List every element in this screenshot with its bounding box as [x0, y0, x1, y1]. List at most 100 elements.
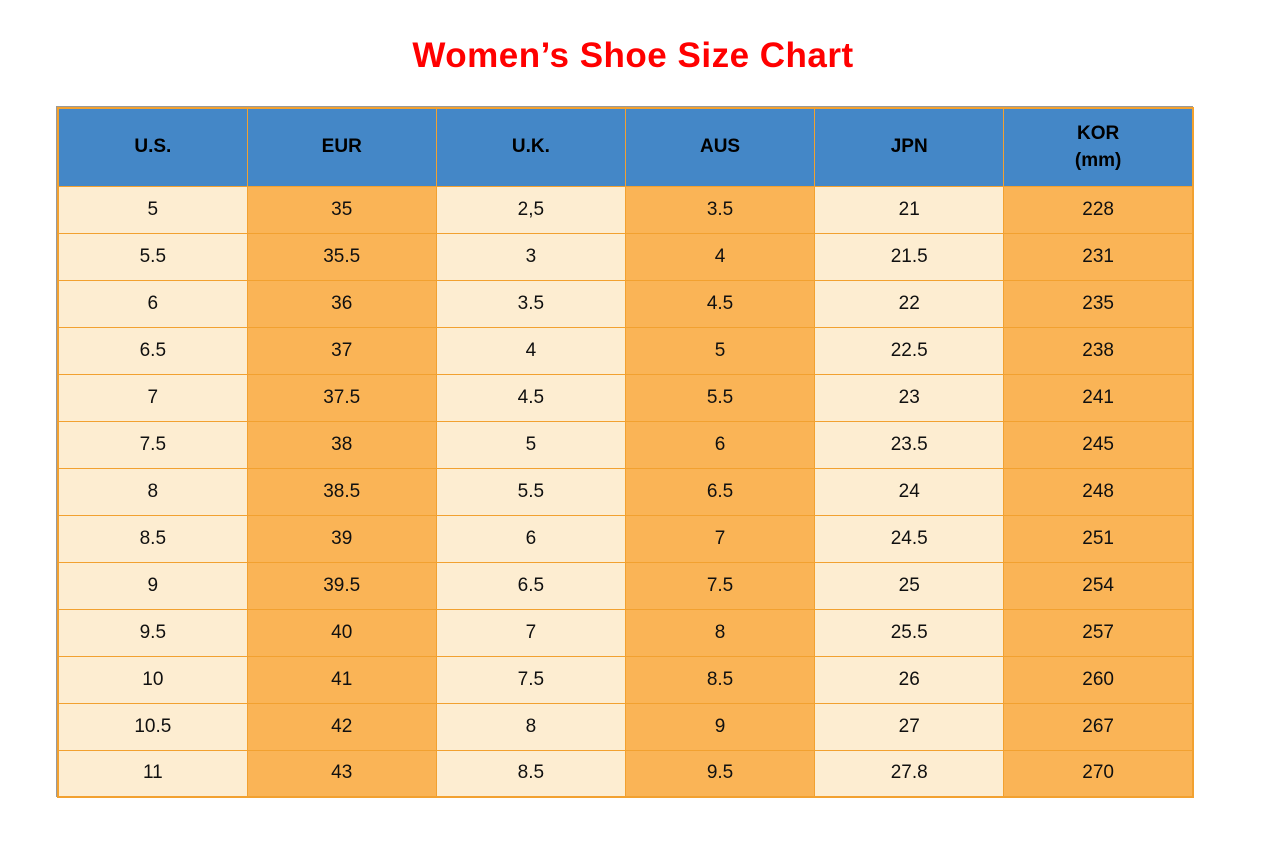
table-row: 8 38.5 5.5 6.5 24 248 [57, 467, 1194, 516]
size-chart-table: U.S. EUR U.K. AUS JPN KOR (mm) 5 35 2,5 3.5 21 228 5… [57, 107, 1194, 798]
table-cell: 10 [57, 655, 248, 704]
table-cell: 6 [624, 420, 816, 469]
table-cell: 9 [57, 561, 248, 610]
table-row: 5 35 2,5 3.5 21 228 [57, 185, 1194, 234]
table-cell: 5 [57, 185, 248, 234]
size-chart-container: U.S. EUR U.K. AUS JPN KOR (mm) 5 35 2,5 3.5 21 228 5… [57, 107, 1194, 798]
column-header-us: U.S. [57, 107, 248, 187]
table-cell: 10.5 [57, 702, 248, 751]
table-row: 9 39.5 6.5 7.5 25 254 [57, 561, 1194, 610]
column-header-label: KOR [1077, 122, 1120, 144]
table-cell: 39.5 [246, 561, 437, 610]
table-cell: 228 [1003, 185, 1194, 234]
table-cell: 35.5 [246, 232, 437, 281]
table-header-row: U.S. EUR U.K. AUS JPN KOR (mm) [57, 107, 1194, 187]
table-cell: 39 [246, 514, 437, 563]
table-cell: 37 [246, 326, 437, 375]
column-header-jpn: JPN [814, 107, 1005, 187]
table-cell: 9.5 [624, 749, 816, 798]
table-cell: 35 [246, 185, 437, 234]
table-row: 6 36 3.5 4.5 22 235 [57, 279, 1194, 328]
table-cell: 42 [246, 702, 437, 751]
table-cell: 4.5 [435, 373, 626, 422]
table-row: 9.5 40 7 8 25.5 257 [57, 608, 1194, 657]
table-cell: 21 [814, 185, 1005, 234]
table-cell: 25 [814, 561, 1005, 610]
table-cell: 37.5 [246, 373, 437, 422]
table-cell: 25.5 [814, 608, 1005, 657]
column-header-label: EUR [321, 136, 362, 158]
table-cell: 21.5 [814, 232, 1005, 281]
table-cell: 2,5 [435, 185, 626, 234]
table-cell: 8 [57, 467, 248, 516]
table-cell: 24.5 [814, 514, 1005, 563]
table-row: 7.5 38 5 6 23.5 245 [57, 420, 1194, 469]
table-cell: 260 [1003, 655, 1194, 704]
table-cell: 257 [1003, 608, 1194, 657]
table-cell: 248 [1003, 467, 1194, 516]
table-row: 10.5 42 8 9 27 267 [57, 702, 1194, 751]
table-row: 5.5 35.5 3 4 21.5 231 [57, 232, 1194, 281]
table-cell: 6 [435, 514, 626, 563]
table-cell: 7.5 [435, 655, 626, 704]
table-cell: 9 [624, 702, 816, 751]
table-cell: 235 [1003, 279, 1194, 328]
table-cell: 22 [814, 279, 1005, 328]
table-cell: 3.5 [624, 185, 816, 234]
table-cell: 238 [1003, 326, 1194, 375]
table-row: 7 37.5 4.5 5.5 23 241 [57, 373, 1194, 422]
table-cell: 27 [814, 702, 1005, 751]
table-cell: 7.5 [624, 561, 816, 610]
table-cell: 251 [1003, 514, 1194, 563]
table-cell: 3.5 [435, 279, 626, 328]
column-header-uk: U.K. [435, 107, 626, 187]
table-row: 10 41 7.5 8.5 26 260 [57, 655, 1194, 704]
table-cell: 5 [624, 326, 816, 375]
table-cell: 267 [1003, 702, 1194, 751]
table-cell: 8.5 [57, 514, 248, 563]
table-cell: 3 [435, 232, 626, 281]
table-cell: 8.5 [435, 749, 626, 798]
table-cell: 8 [435, 702, 626, 751]
column-header-sublabel: (mm) [1074, 150, 1122, 172]
table-cell: 7 [624, 514, 816, 563]
table-cell: 22.5 [814, 326, 1005, 375]
table-cell: 26 [814, 655, 1005, 704]
table-cell: 5.5 [57, 232, 248, 281]
table-cell: 9.5 [57, 608, 248, 657]
table-cell: 6.5 [57, 326, 248, 375]
table-cell: 24 [814, 467, 1005, 516]
table-cell: 8.5 [624, 655, 816, 704]
table-cell: 6.5 [624, 467, 816, 516]
column-header-aus: AUS [624, 107, 816, 187]
table-cell: 7.5 [57, 420, 248, 469]
table-cell: 40 [246, 608, 437, 657]
table-cell: 7 [435, 608, 626, 657]
table-cell: 38 [246, 420, 437, 469]
column-header-label: U.K. [511, 136, 550, 158]
table-cell: 43 [246, 749, 437, 798]
table-row: 8.5 39 6 7 24.5 251 [57, 514, 1194, 563]
column-header-label: JPN [890, 136, 928, 158]
table-cell: 38.5 [246, 467, 437, 516]
table-cell: 4.5 [624, 279, 816, 328]
header-row: U.S. EUR U.K. AUS JPN KOR (mm) [57, 107, 1194, 187]
table-cell: 254 [1003, 561, 1194, 610]
table-cell: 6 [57, 279, 248, 328]
table-cell: 41 [246, 655, 437, 704]
column-header-label: AUS [699, 136, 741, 158]
table-body: 5 35 2,5 3.5 21 228 5.5 35.5 3 4 21.5 231 6 36 3.5 4.5 2… [57, 185, 1194, 798]
table-row: 11 43 8.5 9.5 27.8 270 [57, 749, 1194, 798]
column-header-label: U.S. [134, 136, 172, 158]
table-cell: 11 [57, 749, 248, 798]
table-cell: 8 [624, 608, 816, 657]
table-cell: 245 [1003, 420, 1194, 469]
table-cell: 23.5 [814, 420, 1005, 469]
page-title: Women’s Shoe Size Chart [412, 36, 854, 75]
table-cell: 23 [814, 373, 1005, 422]
table-cell: 6.5 [435, 561, 626, 610]
table-cell: 5.5 [624, 373, 816, 422]
column-header-kor: KOR (mm) [1003, 107, 1194, 187]
table-cell: 4 [435, 326, 626, 375]
